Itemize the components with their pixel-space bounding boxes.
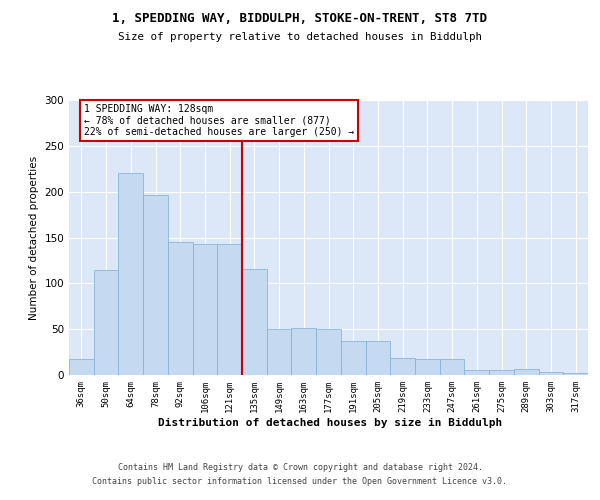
Bar [464,370,489,375]
Bar [143,196,168,375]
Text: 1, SPEDDING WAY, BIDDULPH, STOKE-ON-TRENT, ST8 7TD: 1, SPEDDING WAY, BIDDULPH, STOKE-ON-TREN… [113,12,487,26]
Bar [69,358,94,375]
Bar [514,368,539,375]
Bar [341,341,365,375]
Bar [118,174,143,375]
Bar [440,358,464,375]
Bar [217,244,242,375]
Bar [415,358,440,375]
Text: Distribution of detached houses by size in Biddulph: Distribution of detached houses by size … [158,418,502,428]
Text: Contains public sector information licensed under the Open Government Licence v3: Contains public sector information licen… [92,477,508,486]
Bar [94,270,118,375]
Bar [563,373,588,375]
Text: Size of property relative to detached houses in Biddulph: Size of property relative to detached ho… [118,32,482,42]
Text: 1 SPEDDING WAY: 128sqm
← 78% of detached houses are smaller (877)
22% of semi-de: 1 SPEDDING WAY: 128sqm ← 78% of detached… [84,104,354,137]
Bar [539,372,563,375]
Bar [267,329,292,375]
Bar [168,242,193,375]
Bar [365,341,390,375]
Bar [390,358,415,375]
Text: Contains HM Land Registry data © Crown copyright and database right 2024.: Contains HM Land Registry data © Crown c… [118,464,482,472]
Bar [242,268,267,375]
Y-axis label: Number of detached properties: Number of detached properties [29,156,39,320]
Bar [292,328,316,375]
Bar [489,370,514,375]
Bar [193,244,217,375]
Bar [316,329,341,375]
